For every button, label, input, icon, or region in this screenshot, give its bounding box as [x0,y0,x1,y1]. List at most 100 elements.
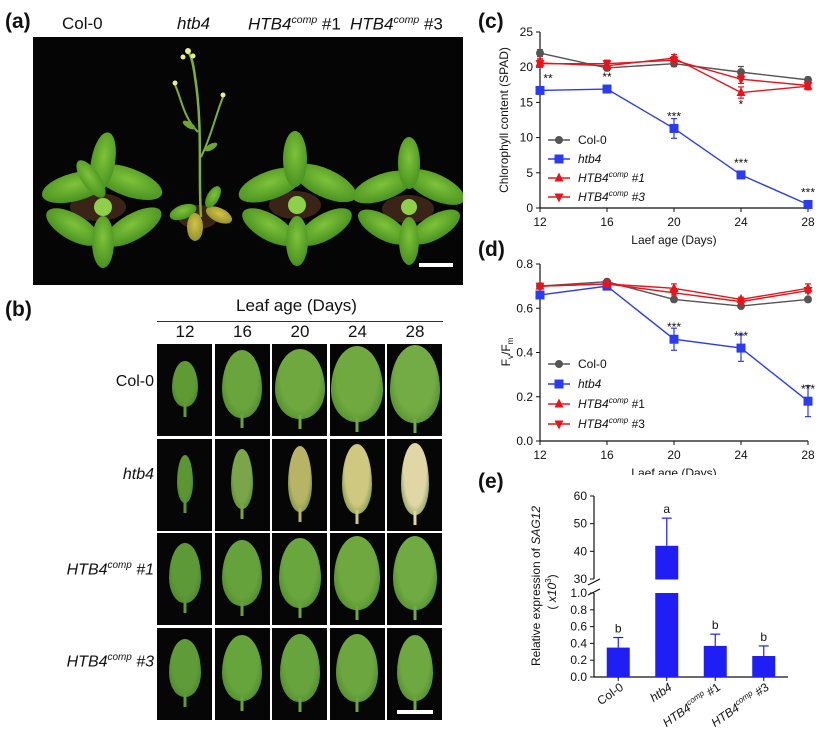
series-1 [535,84,813,209]
legend-marker [555,136,563,144]
y-tick-label: 0.6 [570,620,587,634]
day-label-12: 12 [175,322,195,341]
leaf-petiole [355,697,359,712]
axis-break-mark [587,588,601,596]
legend-label: htb4 [578,152,602,166]
data-point [535,60,545,70]
leaf-petiole [298,697,301,712]
legend-label: HTB4comp #1 [578,396,645,411]
leaf-comp1-day-16 [222,540,262,606]
leaf-petiole [413,606,416,620]
data-point [736,343,746,353]
data-point [535,282,545,292]
leaf-petiole [240,696,244,711]
leaf-col0-day-12 [171,361,198,407]
legend-label: HTB4comp #3 [578,189,645,204]
y-tick-label: 60 [574,489,588,503]
scale-bar-a [419,263,453,267]
leaf-cell-htb4-day-20 [272,438,327,531]
y-tick-label: 0.0 [570,670,587,684]
leaf-cell-comp3-day-12 [157,627,212,720]
data-point [803,199,813,209]
leaf-cell-htb4-day-28 [387,438,442,531]
day-label-20: 20 [290,322,310,341]
y-tick-label: 1.0 [570,586,587,600]
row-label-comp3: HTB4comp #3 [66,652,154,671]
bar-lower-segment [655,593,679,677]
data-point [535,290,545,300]
legend-marker [554,154,564,164]
rosette-illustration [41,48,465,268]
leaf-htb4-day-24 [342,443,372,514]
bar [606,647,630,677]
leaf-htb4-day-20 [287,445,312,512]
legend-label: HTB4comp #3 [578,416,645,431]
leaf-col0-day-28 [389,345,440,423]
bar-group-2: b [703,618,727,677]
panel-label-c: (c) [478,10,504,33]
leaf-comp3-day-24 [336,633,378,702]
leaf-cell-comp1-day-28 [387,533,442,625]
rosette-comp3 [352,137,465,265]
bar-group-0: b [606,622,630,677]
leaf-petiole [355,418,359,432]
x-tick-label: 20 [667,448,681,462]
y-axis-label: Fv/Fm [499,337,515,366]
significance-letter: b [615,622,622,636]
x-tick-label: htb4 [647,680,674,705]
significance-letter: b [760,630,767,644]
y-tick-label: 0.2 [516,390,533,404]
legend-label: HTB4comp #1 [578,170,645,185]
data-point [670,295,678,304]
leaf-age-header: Leaf age (Days) [236,296,357,315]
y-tick-label: 20 [520,60,534,74]
data-point [804,295,812,304]
leaf-petiole [413,419,416,433]
leaf-cell-comp3-day-28 [387,627,442,720]
axis-break-mark [587,578,601,586]
x-tick-label: 24 [734,215,748,229]
day-label-24: 24 [348,322,367,341]
x-tick-label: 16 [600,215,614,229]
leaf-cell-comp3-day-24 [329,627,385,720]
significance-mark: *** [734,329,748,343]
rosette-col0 [41,132,163,268]
data-point [669,123,679,133]
row-label-htb4: htb4 [122,466,154,483]
legend-marker [554,420,564,430]
y-axis-label: Relative expression of SAG12 [529,506,543,666]
leaf-comp3-day-28 [396,634,433,701]
bar [703,645,727,677]
data-point [803,82,813,92]
leaf-petiole [413,510,416,525]
significance-mark: * [739,98,744,112]
leaf-comp3-day-12 [168,638,201,697]
panel-label-d: (d) [478,238,505,261]
genotype-label-comp1: HTB4comp #1 [248,14,341,34]
significance-mark: *** [801,185,815,199]
leaf-petiole [355,606,359,620]
y-axis-label: Chlorophyll content (SPAD) [497,47,511,193]
y-tick-label: 5 [526,166,533,180]
series-3 [535,280,813,308]
x-tick-label: 28 [801,215,815,229]
y-tick-label: 40 [574,544,588,558]
y-tick-label: 10 [520,131,534,145]
data-point [602,84,612,94]
series-3 [535,56,813,92]
leaf-comp1-day-20 [278,538,321,608]
leaf-cell-col0-day-24 [329,344,385,436]
legend: Col-0 htb4 HTB4comp #1 HTB4comp #3 [548,133,645,204]
legend-marker [554,172,564,182]
data-point [803,396,813,406]
leaf-cell-col0-day-28 [387,344,442,436]
significance-mark: *** [801,382,815,396]
leaf-cell-col0-day-16 [214,344,270,436]
leaf-htb4-day-28 [400,442,429,515]
leaf-cell-htb4-day-16 [214,438,270,531]
panel-label-b: (b) [5,298,32,321]
leaf-petiole [355,509,359,524]
legend-marker [554,398,564,408]
bar-group-1: a [655,502,679,677]
